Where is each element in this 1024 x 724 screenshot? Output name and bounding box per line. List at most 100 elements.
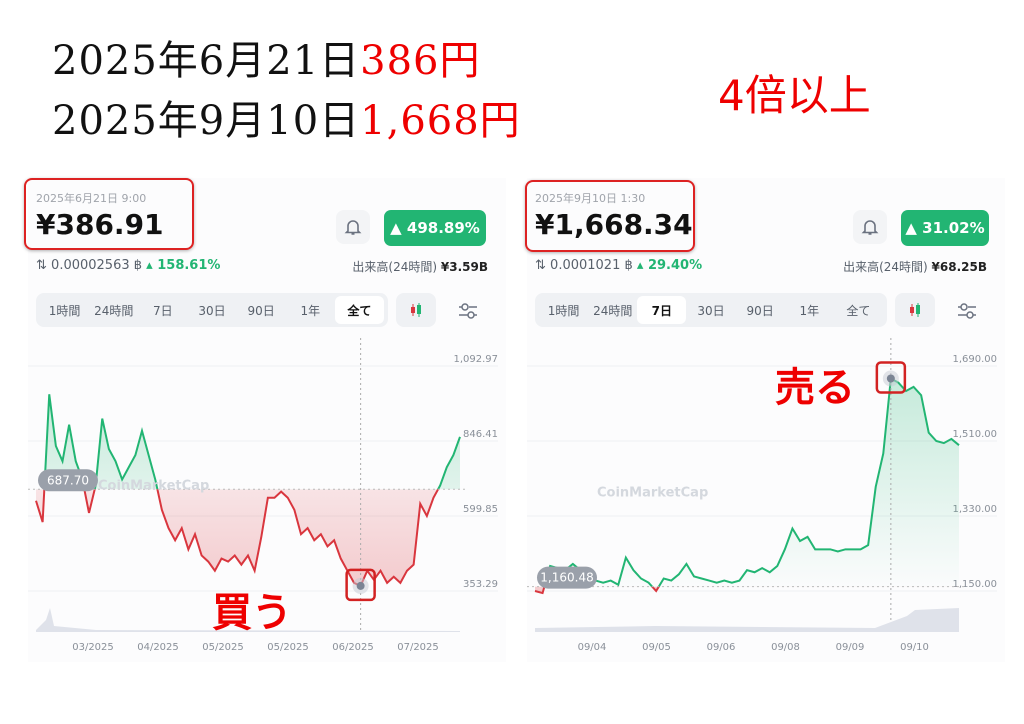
tab-2[interactable]: 7日	[153, 303, 173, 318]
current-price: ¥1,668.34	[535, 208, 693, 241]
btc-change: 158.61%	[157, 258, 221, 273]
price-2: 1,668円	[360, 98, 521, 144]
x-tick-label: 05/2025	[267, 642, 309, 653]
y-tick-label: 353.29	[463, 579, 498, 590]
timestamp: 2025年9月10日 1:30	[535, 192, 646, 205]
tab-1[interactable]: 24時間	[94, 303, 134, 318]
y-tick-label: 1,092.97	[453, 354, 498, 365]
price-highlight-box	[525, 180, 695, 252]
date-1: 2025年6月21日	[52, 38, 361, 84]
change-value: 31.02%	[922, 219, 985, 237]
y-tick-label: 1,150.00	[952, 579, 997, 590]
buy-annotation: 買う	[212, 590, 292, 636]
area-fill-up	[535, 378, 959, 587]
y-tick-label: 1,690.00	[952, 354, 997, 365]
sliders-icon	[958, 303, 976, 319]
area-fill-down	[36, 489, 460, 586]
sliders-icon	[459, 303, 477, 319]
x-tick-label: 09/08	[771, 642, 800, 653]
x-tick-label: 04/2025	[137, 642, 179, 653]
change-badge: ▲ 31.02%	[901, 210, 989, 246]
price-line-up	[543, 376, 960, 587]
x-tick-label: 09/06	[707, 642, 736, 653]
alert-button[interactable]	[853, 210, 887, 244]
tab-4[interactable]: 90日	[247, 303, 275, 318]
tab-5[interactable]: 1年	[300, 303, 321, 318]
price-panel-left: 2025年6月21日 9:00 ¥386.91 ▲ 498.89% ⇅ 0.00…	[24, 178, 506, 662]
tab-3[interactable]: 30日	[697, 303, 725, 318]
change-value: 498.89%	[406, 219, 480, 237]
volume-row: 出来高(24時間) ¥68.25B	[843, 258, 987, 275]
btc-price: 0.00002563 ฿	[51, 258, 143, 273]
price-1: 386円	[360, 38, 481, 84]
volume-label: 出来高(24時間)	[843, 260, 928, 274]
x-tick-label: 07/2025	[397, 642, 439, 653]
tab-1[interactable]: 24時間	[593, 303, 633, 318]
x-tick-label: 09/09	[836, 642, 865, 653]
tab-4[interactable]: 90日	[746, 303, 774, 318]
price-line-up	[43, 394, 461, 490]
sell-annotation: 売る	[775, 365, 855, 411]
timestamp: 2025年6月21日 9:00	[36, 192, 147, 205]
btc-price: 0.0001021 ฿	[550, 258, 633, 273]
marker-highlight-box	[345, 568, 376, 602]
tab-6[interactable]: 全て	[846, 303, 871, 318]
price-panel-right: 2025年9月10日 1:30 ¥1,668.34 ▲ 31.02% ⇅ 0.0…	[525, 178, 1005, 662]
current-price: ¥386.91	[36, 208, 164, 241]
price-highlight-box	[24, 178, 194, 250]
x-tick-label: 09/10	[900, 642, 929, 653]
y-tick-label: 1,330.00	[952, 504, 997, 515]
marker-dot	[886, 374, 895, 383]
btc-price-row: ⇅ 0.00002563 ฿ ▴ 158.61%	[36, 258, 221, 273]
volume-value: ¥68.25B	[931, 260, 987, 274]
marker-dot	[356, 581, 365, 590]
tab-3[interactable]: 30日	[198, 303, 226, 318]
bell-icon	[861, 220, 879, 235]
y-tick-label: 1,510.00	[952, 429, 997, 440]
volume-area	[36, 608, 460, 632]
swap-icon: ⇅	[535, 258, 546, 273]
btc-change: 29.40%	[647, 258, 703, 273]
candlestick-toggle[interactable]	[895, 293, 935, 327]
price-chart[interactable]: 1,690.00 1,510.00 1,330.00 1,150.00 1,160.48…	[527, 338, 1005, 662]
watermark: CoinMarketCap	[597, 486, 708, 501]
marker-highlight-box	[875, 361, 907, 394]
tab-2[interactable]: 7日	[637, 296, 687, 324]
baseline-label: 1,160.48	[540, 571, 593, 585]
tab-6[interactable]: 全て	[334, 296, 384, 324]
baseline-pill	[38, 469, 98, 492]
volume-label: 出来高(24時間)	[352, 260, 438, 274]
tab-0[interactable]: 1時間	[48, 303, 81, 318]
btc-price-row: ⇅ 0.0001021 ฿ ▴ 29.40%	[535, 258, 703, 273]
baseline-label: 687.70	[47, 473, 89, 487]
price-line-down	[35, 489, 440, 588]
timeframe-tabs: 1時間 24時間 7日 30日 90日 1年 全て	[535, 293, 887, 327]
chart-settings-button[interactable]	[952, 296, 982, 326]
volume-value: ¥3.59B	[440, 260, 488, 274]
swap-icon: ⇅	[36, 258, 47, 273]
date-2: 2025年9月10日	[52, 98, 361, 144]
volume-row: 出来高(24時間) ¥3.59B	[352, 258, 488, 275]
alert-button[interactable]	[336, 210, 370, 244]
tab-5[interactable]: 1年	[799, 303, 820, 318]
watermark: CoinMarketCap	[98, 478, 209, 493]
tab-0[interactable]: 1時間	[547, 303, 580, 318]
price-chart[interactable]: 1,092.97 846.41 599.85 353.29 687.70 CoinMark…	[28, 338, 506, 662]
volume-area	[535, 608, 959, 632]
bell-icon	[344, 220, 362, 235]
y-tick-label: 846.41	[463, 429, 498, 440]
x-tick-label: 03/2025	[72, 642, 114, 653]
multiplier-label: 4倍以上	[718, 71, 871, 120]
candlestick-icon	[910, 303, 920, 317]
baseline-pill	[537, 566, 597, 589]
headline-line-1: 2025年6月21日386円	[52, 28, 481, 86]
x-tick-label: 09/05	[642, 642, 671, 653]
chart-settings-button[interactable]	[453, 296, 483, 326]
x-tick-label: 06/2025	[332, 642, 374, 653]
area-fill-up	[36, 394, 460, 490]
x-tick-label: 09/04	[578, 642, 607, 653]
headline-line-2: 2025年9月10日1,668円	[52, 88, 521, 146]
candlestick-icon	[411, 303, 421, 317]
candlestick-toggle[interactable]	[396, 293, 436, 327]
change-badge: ▲ 498.89%	[384, 210, 486, 246]
